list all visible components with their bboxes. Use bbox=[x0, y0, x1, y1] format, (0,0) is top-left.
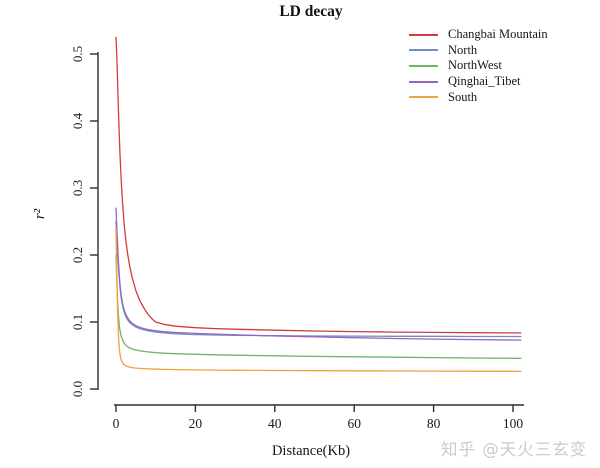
legend-label: Changbai Mountain bbox=[448, 27, 548, 42]
legend-item-northwest: NorthWest bbox=[409, 58, 548, 74]
x-tick-label: 20 bbox=[189, 416, 203, 431]
y-axis-title: r² bbox=[32, 208, 48, 220]
y-tick-label: 0.3 bbox=[70, 180, 85, 196]
legend-item-south: South bbox=[409, 89, 548, 105]
legend-line-icon bbox=[409, 64, 438, 67]
chart-title: LD decay bbox=[279, 3, 343, 20]
legend-item-north: North bbox=[409, 43, 548, 59]
series-line-south bbox=[115, 227, 522, 373]
x-tick-label: 60 bbox=[347, 416, 361, 431]
x-tick-label: 0 bbox=[113, 416, 120, 431]
legend-line-icon bbox=[409, 80, 438, 83]
y-tick-label: 0.4 bbox=[70, 112, 85, 129]
legend-label: South bbox=[448, 89, 478, 104]
legend-item-changbai-mountain: Changbai Mountain bbox=[409, 27, 548, 43]
x-axis-title: Distance(Kb) bbox=[271, 443, 351, 459]
y-tick-label: 0.1 bbox=[70, 314, 85, 330]
y-tick-label: 0.2 bbox=[70, 247, 85, 263]
legend: Changbai Mountain North NorthWest Qinghai_T… bbox=[409, 27, 548, 105]
legend-label: NorthWest bbox=[448, 58, 502, 73]
series-line-north bbox=[115, 220, 522, 338]
y-tick-label: 0.0 bbox=[70, 381, 85, 397]
series-line-changbai-mountain bbox=[115, 36, 522, 334]
legend-line-icon bbox=[409, 33, 438, 36]
legend-label: North bbox=[448, 42, 478, 57]
x-tick-label: 100 bbox=[503, 416, 524, 431]
y-tick-label: 0.5 bbox=[70, 46, 85, 62]
watermark-text: 知乎 @天火三玄变 bbox=[441, 440, 588, 459]
series-line-qinghai-tibet bbox=[115, 207, 522, 341]
x-tick-label: 80 bbox=[427, 416, 441, 431]
legend-item-qinghai-tibet: Qinghai_Tibet bbox=[409, 74, 548, 90]
series-line-northwest bbox=[115, 254, 522, 360]
legend-line-icon bbox=[409, 49, 438, 52]
x-tick-label: 40 bbox=[268, 416, 282, 431]
legend-line-icon bbox=[409, 96, 438, 99]
legend-label: Qinghai_Tibet bbox=[448, 74, 521, 89]
